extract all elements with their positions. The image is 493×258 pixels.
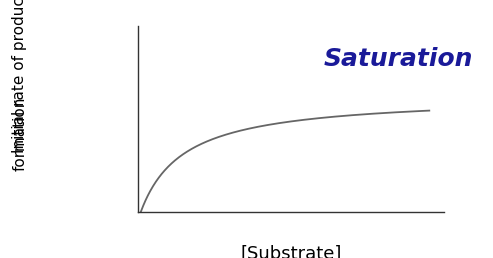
Text: [Substrate]: [Substrate]	[240, 245, 342, 258]
Text: formation: formation	[12, 97, 27, 171]
Text: Initial rate of product: Initial rate of product	[12, 0, 27, 153]
Text: Saturation: Saturation	[323, 47, 472, 71]
